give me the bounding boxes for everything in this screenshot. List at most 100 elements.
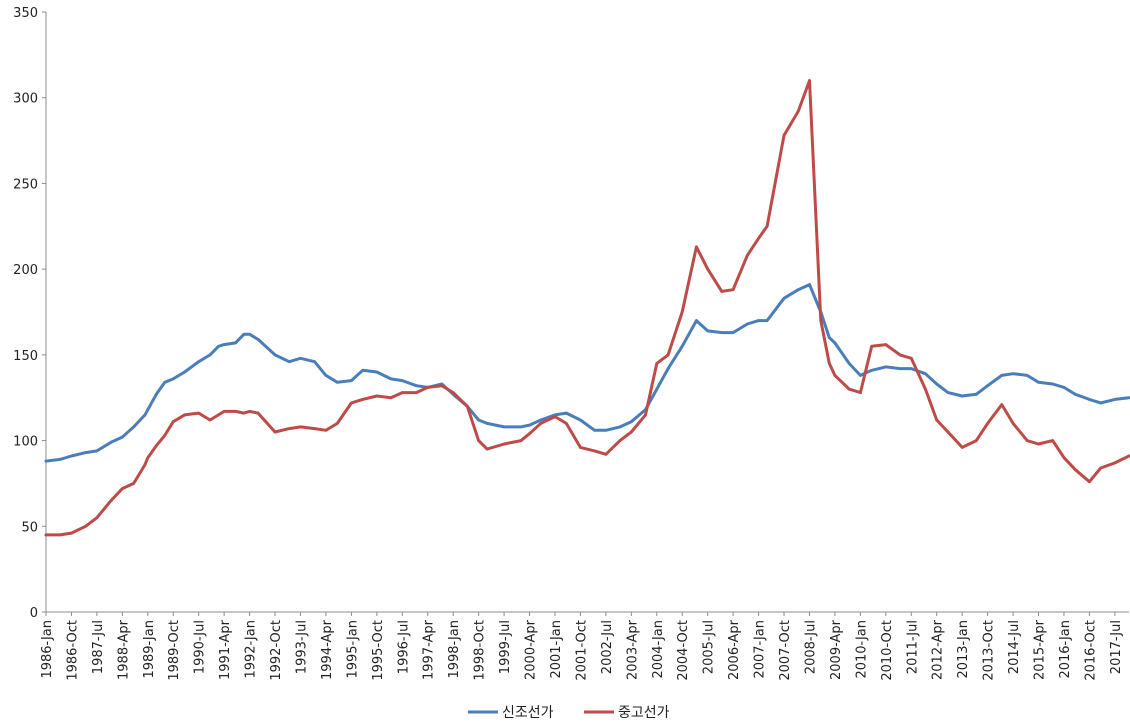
data-point — [197, 360, 200, 364]
data-point — [1127, 396, 1130, 399]
data-point — [870, 369, 873, 372]
data-point — [847, 362, 851, 365]
data-point — [1088, 398, 1091, 401]
data-point — [680, 310, 684, 314]
x-tick-label: 1995-Jan — [345, 620, 360, 679]
data-point — [946, 391, 950, 394]
y-tick-label: 50 — [21, 520, 38, 535]
series-line-1 — [44, 283, 1130, 463]
data-point — [630, 420, 633, 424]
data-point — [644, 413, 647, 417]
data-point — [720, 331, 724, 334]
data-point — [324, 374, 328, 377]
data-point — [163, 381, 167, 384]
data-point — [466, 405, 469, 408]
data-point — [604, 429, 608, 432]
data-point — [680, 345, 684, 348]
data-point — [143, 463, 147, 466]
data-point — [222, 410, 226, 413]
data-point — [833, 374, 837, 377]
data-point — [924, 372, 927, 376]
data-point — [975, 393, 978, 396]
x-tick-label: 2007-Oct — [778, 620, 793, 681]
data-point — [132, 425, 135, 429]
data-point — [819, 319, 823, 322]
data-point — [519, 425, 523, 429]
data-point — [1074, 393, 1077, 396]
data-point — [44, 533, 48, 537]
x-tick-label: 2001-Jan — [549, 620, 564, 679]
x-tick-label: 2004-Jan — [651, 620, 666, 679]
data-point — [593, 429, 596, 432]
data-point — [935, 418, 938, 422]
data-point — [746, 322, 749, 326]
x-tick-label: 2014-Jul — [1007, 620, 1022, 674]
x-tick-label: 1991-Apr — [218, 619, 233, 680]
data-point — [58, 458, 62, 461]
data-point — [132, 482, 135, 485]
x-tick-label: 1994-Apr — [320, 619, 335, 680]
data-point — [986, 422, 989, 425]
data-point — [350, 379, 353, 382]
data-point — [242, 411, 246, 415]
data-point — [485, 422, 489, 425]
data-point — [847, 387, 851, 391]
x-tick-label: 1999-Jul — [498, 620, 513, 674]
data-point — [287, 427, 291, 430]
x-tick-label: 1992-Jan — [244, 620, 259, 679]
data-point — [720, 290, 724, 293]
data-point — [84, 525, 87, 528]
legend: 신조선가 중고선가 — [468, 705, 670, 721]
data-point — [361, 369, 365, 372]
series-layer — [44, 79, 1130, 537]
data-point — [313, 427, 316, 430]
data-point — [415, 391, 418, 394]
x-tick-label: 2004-Oct — [676, 620, 691, 681]
x-tick-label: 2016-Jan — [1058, 620, 1073, 679]
y-tick-label: 300 — [13, 92, 38, 107]
data-point — [1037, 442, 1040, 446]
data-point — [1074, 468, 1077, 472]
data-point — [975, 439, 978, 442]
x-tick-label: 1998-Jan — [447, 620, 462, 679]
x-tick-label: 2012-Apr — [931, 619, 946, 680]
data-point — [655, 362, 659, 365]
data-point — [336, 381, 339, 384]
data-point — [234, 341, 237, 345]
data-point — [121, 487, 124, 490]
data-point — [171, 377, 175, 381]
x-tick-label: 2016-Oct — [1083, 620, 1098, 681]
x-tick-label: 1989-Jan — [142, 620, 157, 679]
data-point — [960, 446, 964, 449]
data-point — [565, 422, 568, 425]
x-tick-label: 2002-Jul — [600, 620, 615, 674]
data-point — [757, 319, 760, 322]
data-point — [666, 367, 670, 370]
data-point — [618, 439, 622, 442]
data-point — [44, 459, 48, 463]
x-tick-label: 2013-Oct — [982, 620, 997, 681]
x-tick-label: 2006-Apr — [727, 619, 742, 680]
data-point — [70, 531, 73, 535]
x-tick-label: 2010-Oct — [880, 620, 895, 681]
data-point — [1011, 422, 1015, 425]
data-point — [375, 370, 379, 374]
data-point — [273, 430, 277, 434]
data-point — [426, 386, 430, 389]
data-point — [1113, 461, 1117, 465]
data-point — [440, 384, 444, 388]
y-axis: 0 50 100 150 200 250 300 350 — [13, 6, 47, 621]
data-point — [986, 384, 989, 388]
data-point — [695, 319, 698, 322]
y-tick-label: 150 — [13, 349, 38, 364]
data-point — [782, 297, 786, 300]
x-tick-label: 1993-Jul — [294, 620, 309, 674]
data-point — [109, 499, 113, 502]
data-point — [146, 408, 150, 412]
x-tick-label: 2000-Apr — [524, 619, 539, 680]
data-point — [1099, 466, 1102, 470]
data-point — [1025, 439, 1029, 442]
data-point — [502, 425, 506, 429]
data-point — [375, 394, 379, 398]
